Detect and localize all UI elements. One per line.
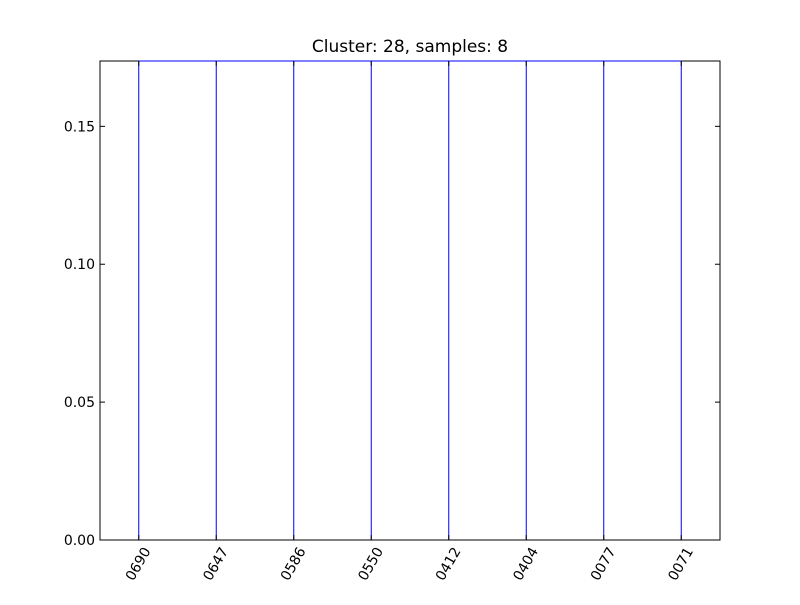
leaf-label: 0690 xyxy=(123,545,155,584)
leaf-label: 0550 xyxy=(355,545,387,584)
leaf-label: 0404 xyxy=(510,545,542,584)
leaf-label: 0071 xyxy=(665,545,697,584)
leaf-label: 0412 xyxy=(433,545,465,584)
y-tick-label: 0.05 xyxy=(64,395,95,411)
leaf-label: 0647 xyxy=(200,545,232,584)
plot-area: 0.00 0.05 0.10 0.15 0690 0647 0586 0550 0412 0404… xyxy=(64,60,721,584)
y-tick-label: 0.15 xyxy=(64,119,95,135)
leaf-label: 0586 xyxy=(278,545,310,584)
y-tick-label: 0.00 xyxy=(64,533,95,549)
leaf-label: 0077 xyxy=(588,545,620,584)
chart-title: Cluster: 28, samples: 8 xyxy=(312,37,508,57)
axes-frame xyxy=(99,60,721,541)
y-tick-label: 0.10 xyxy=(64,257,95,273)
